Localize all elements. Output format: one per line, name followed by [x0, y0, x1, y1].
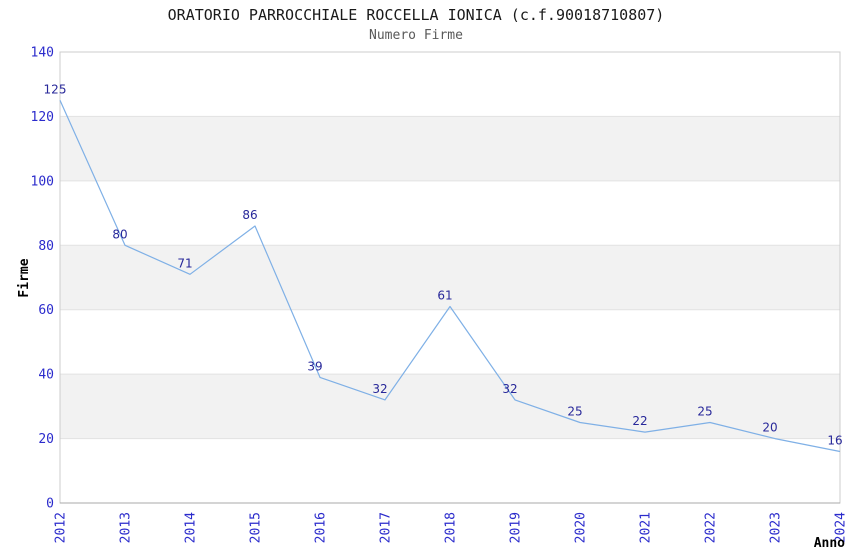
grid-band [60, 309, 840, 375]
x-tick-label: 2024 [834, 512, 849, 543]
x-tick-label: 2021 [639, 512, 654, 543]
y-tick-label: 0 [46, 497, 54, 512]
y-tick-label: 120 [31, 110, 54, 125]
y-axis-title: Firme [17, 258, 32, 297]
x-tick-label: 2018 [444, 512, 459, 543]
point-value-label: 71 [177, 256, 192, 270]
point-value-label: 39 [307, 359, 322, 373]
x-axis-title: Anno [814, 536, 845, 550]
y-tick-label: 40 [38, 368, 54, 383]
x-tick-label: 2022 [704, 512, 719, 543]
x-tick-label: 2017 [379, 512, 394, 543]
x-tick-label: 2013 [119, 512, 134, 543]
x-tick-label: 2020 [574, 512, 589, 543]
data-line-numero-firme [59, 100, 841, 453]
chart-subtitle: Numero Firme [369, 28, 463, 43]
grid-band [60, 245, 840, 310]
point-value-label: 80 [112, 227, 127, 241]
x-tick-label: 2012 [54, 512, 69, 543]
x-tick-label: 2016 [314, 512, 329, 543]
x-tick-label: 2015 [249, 512, 264, 543]
point-value-label: 20 [762, 421, 777, 435]
point-value-label: 32 [372, 382, 387, 396]
grid-band [60, 374, 840, 439]
grid-band [60, 52, 840, 117]
y-tick-label: 20 [38, 432, 54, 447]
point-value-label: 61 [437, 289, 452, 303]
chart-title: ORATORIO PARROCCHIALE ROCCELLA IONICA (c… [167, 6, 665, 24]
x-tick-label: 2023 [769, 512, 784, 543]
point-value-label: 125 [44, 82, 67, 96]
y-tick-label: 80 [38, 239, 54, 254]
point-value-label: 16 [827, 434, 842, 448]
point-value-label: 25 [567, 405, 582, 419]
point-value-label: 86 [242, 208, 257, 222]
y-tick-label: 100 [31, 174, 54, 189]
grid-band [60, 180, 840, 246]
y-tick-label: 140 [31, 46, 54, 61]
point-value-label: 32 [502, 382, 517, 396]
grid-band [60, 438, 840, 503]
x-tick-label: 2014 [184, 512, 199, 543]
point-value-label: 25 [697, 405, 712, 419]
x-tick-label: 2019 [509, 512, 524, 543]
grid-band [60, 116, 840, 181]
point-value-label: 22 [632, 414, 647, 428]
y-tick-label: 60 [38, 303, 54, 318]
